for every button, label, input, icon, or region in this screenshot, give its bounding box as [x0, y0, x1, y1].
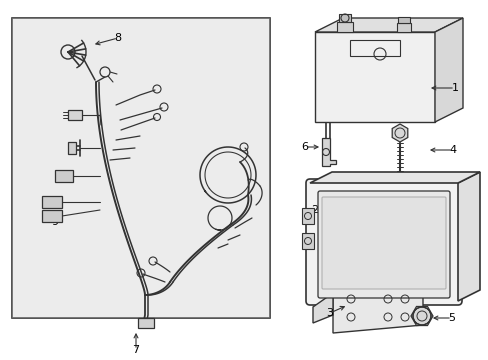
Text: 3: 3 [326, 308, 333, 318]
Text: 2: 2 [311, 205, 318, 215]
Bar [302, 233, 313, 249]
Polygon shape [332, 285, 422, 333]
Text: 5: 5 [447, 313, 454, 323]
FancyBboxPatch shape [305, 179, 461, 305]
Text: 6: 6 [301, 142, 308, 152]
Polygon shape [321, 138, 335, 166]
Polygon shape [410, 306, 432, 325]
Text: 9: 9 [51, 217, 59, 227]
Bar [302, 208, 313, 224]
Polygon shape [434, 18, 462, 122]
Bar [338, 14, 350, 22]
Bar [314, 32, 434, 122]
Text: 8: 8 [114, 33, 122, 43]
Polygon shape [309, 172, 479, 183]
Bar [12, 18, 269, 318]
Text: 4: 4 [448, 145, 456, 155]
Bar [138, 318, 154, 328]
FancyBboxPatch shape [321, 197, 445, 289]
Bar [397, 17, 409, 23]
Polygon shape [391, 124, 407, 142]
Polygon shape [457, 172, 479, 301]
Bar [68, 110, 82, 120]
Bar [336, 22, 352, 32]
Bar [12, 18, 269, 318]
Bar [42, 196, 62, 208]
Bar [349, 40, 399, 56]
Bar [396, 23, 410, 32]
Bar [13, 19, 268, 317]
Text: 1: 1 [450, 83, 458, 93]
Bar [55, 170, 73, 182]
Polygon shape [312, 293, 332, 323]
FancyBboxPatch shape [317, 191, 449, 298]
Text: 7: 7 [132, 345, 139, 355]
Bar [42, 210, 62, 222]
Bar [68, 142, 76, 154]
Polygon shape [314, 18, 462, 32]
